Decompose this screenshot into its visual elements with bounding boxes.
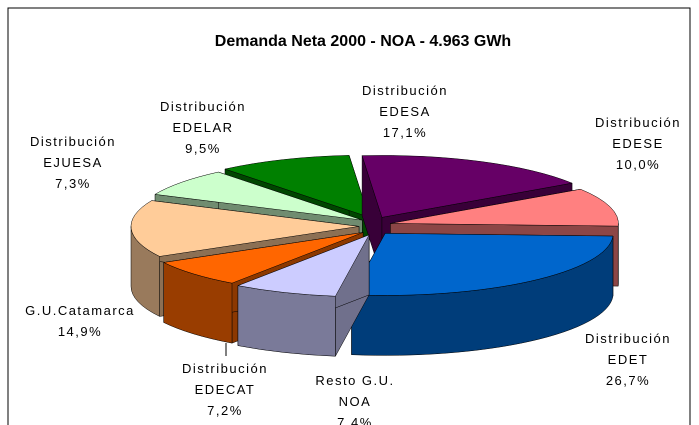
data-label: Distribución EDET 26,7% (573, 328, 683, 391)
category-label: Distribución EDET (585, 331, 671, 367)
value-label: 9,5% (185, 141, 221, 156)
value-label: 7,3% (55, 176, 91, 191)
slice (237, 234, 370, 297)
frame (7, 7, 691, 425)
value-label: 7,2% (207, 403, 243, 418)
slice (390, 188, 619, 227)
data-label: Distribución EDELAR 9,5% (148, 96, 258, 159)
data-label: Distribución EDESA 17,1% (350, 80, 460, 143)
slice (130, 200, 360, 257)
slice (162, 232, 364, 284)
category-label: Distribución EDESA (362, 83, 448, 119)
category-label: Distribución EDECAT (182, 361, 268, 397)
chart-title: Demanda Neta 2000 - NOA - 4.963 GWh (215, 33, 511, 50)
slice-side (237, 285, 336, 357)
category-label: G.U.Catamarca (25, 303, 135, 318)
value-label: 26,7% (605, 373, 651, 388)
category-label: Resto G.U. NOA (315, 373, 395, 409)
value-label: 17,1% (382, 125, 428, 140)
value-label: 10,0% (615, 157, 661, 172)
slice (154, 171, 363, 221)
slice (351, 233, 614, 296)
data-label: Distribución EDECAT 7,2% (170, 358, 280, 421)
data-label: G.U.Catamarca 14,9% (5, 300, 155, 342)
value-label: 14,9% (57, 324, 103, 339)
data-label: Resto G.U. NOA 7,4% (300, 370, 410, 425)
slice (224, 155, 370, 218)
value-label: 7,4% (337, 415, 373, 425)
category-label: Distribución EDESE (595, 115, 681, 151)
slice (361, 155, 573, 218)
data-label: Distribución EJUESA 7,3% (18, 131, 128, 194)
data-label: Distribución EDESE 10,0% (583, 112, 693, 175)
category-label: Distribución EDELAR (160, 99, 246, 135)
category-label: Distribución EJUESA (30, 134, 116, 170)
